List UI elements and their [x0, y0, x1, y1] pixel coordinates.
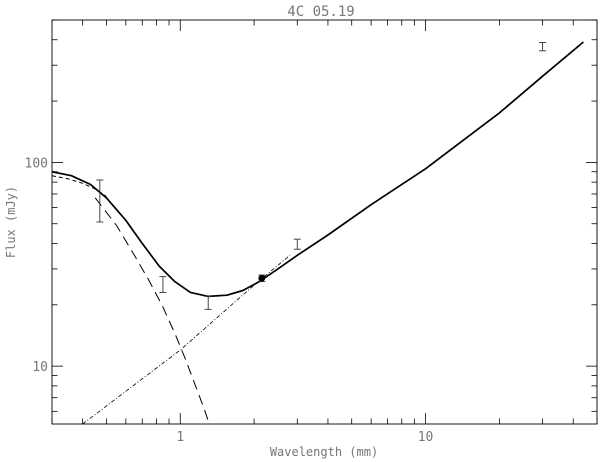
y-tick-label: 100	[25, 156, 48, 171]
series-line-solid	[52, 41, 584, 298]
x-tick-label: 1	[176, 430, 184, 445]
plot-area	[52, 41, 584, 424]
series-line-dashed-short	[52, 175, 107, 197]
axis-ticks	[51, 19, 598, 424]
x-axis-label: Wavelength (mm)	[270, 445, 378, 459]
data-point-3	[204, 295, 212, 310]
curves	[52, 41, 584, 424]
chart-title: 4C 05.19	[287, 4, 354, 20]
x-tick-label: 10	[418, 430, 434, 445]
series-line-dash-dot	[82, 254, 291, 424]
data-point-2	[159, 276, 167, 293]
plot-frame	[51, 19, 598, 425]
series-line-dashed-long	[94, 197, 209, 421]
data-point-4	[258, 274, 266, 283]
data-marker	[258, 274, 266, 282]
data-point-1	[96, 179, 104, 223]
data-point-5	[293, 238, 301, 250]
y-tick-label: 10	[32, 360, 48, 375]
tick-labels: 1 10 10 100	[25, 156, 434, 445]
y-axis-label: Flux (mJy)	[4, 186, 18, 258]
data-point-6	[539, 41, 547, 52]
